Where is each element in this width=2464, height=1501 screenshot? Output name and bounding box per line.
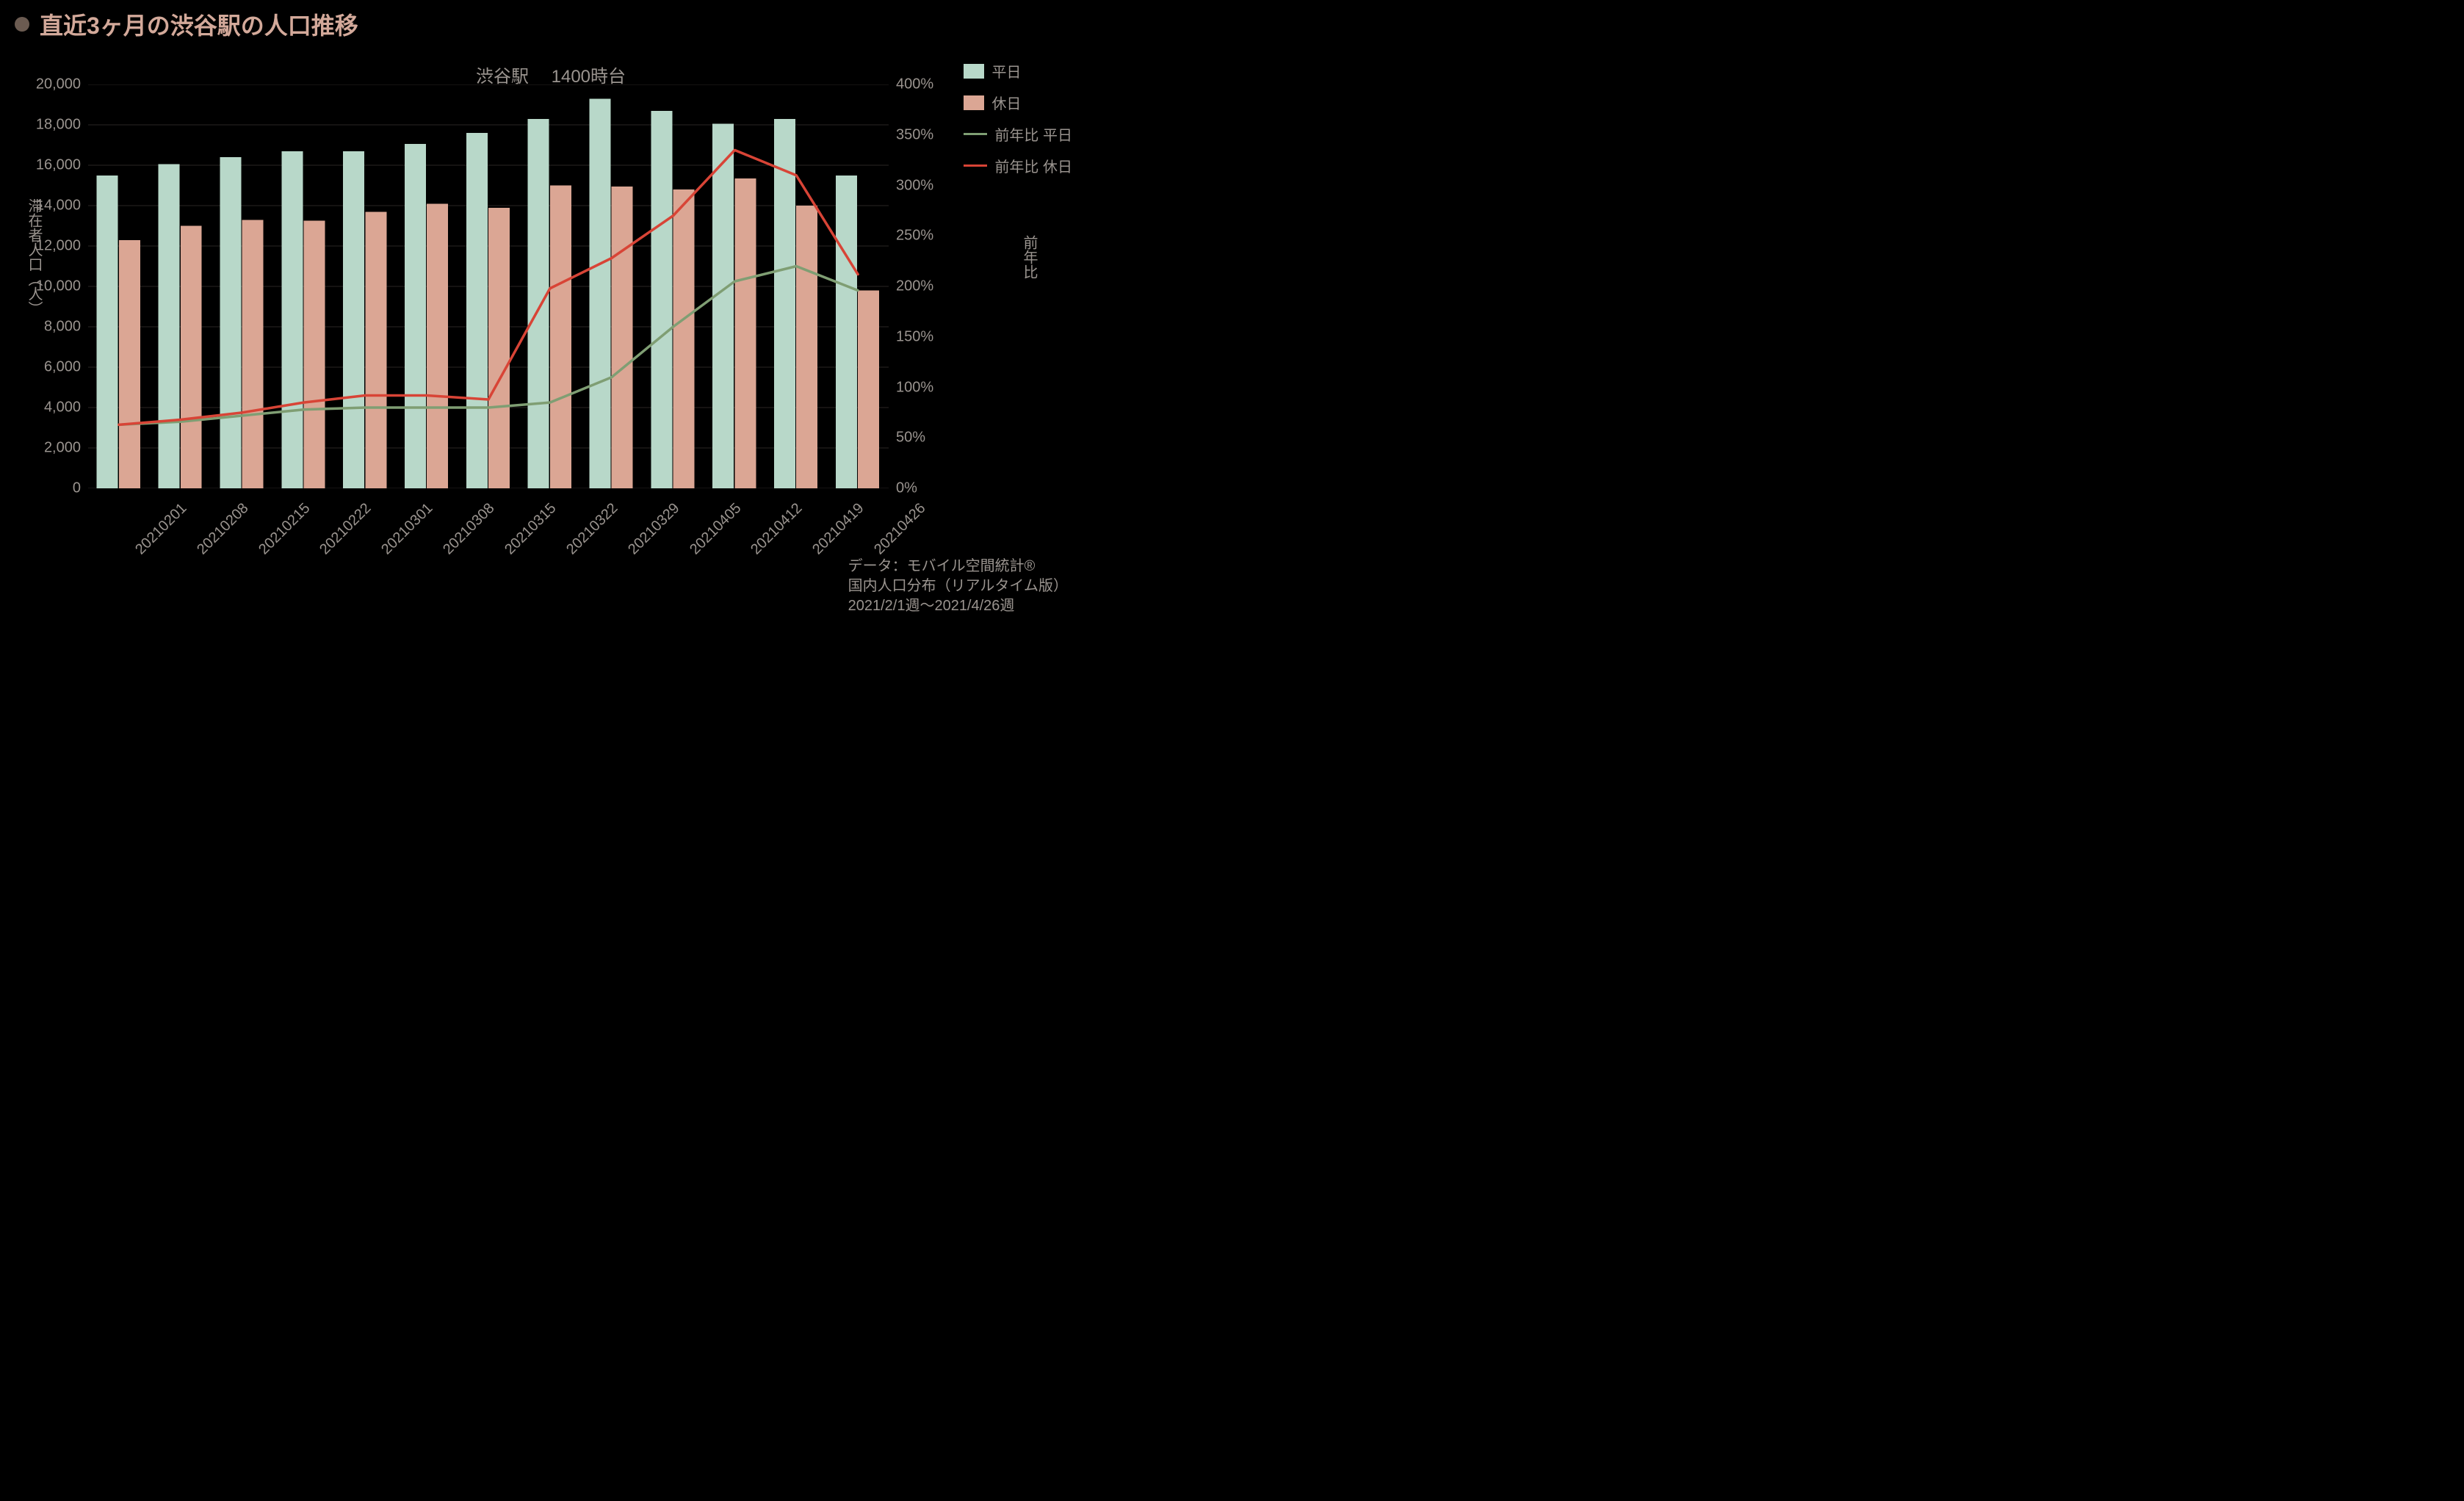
legend-item: 前年比 休日 (964, 155, 1072, 176)
y-left-tick: 16,000 (7, 157, 81, 174)
x-tick: 20210329 (625, 500, 683, 558)
y-axis-right-label: 前年比 (1019, 235, 1040, 279)
y-left-tick: 10,000 (7, 278, 81, 295)
y-axis-left-label: 滞在者人口（人） (24, 198, 45, 316)
x-tick: 20210308 (440, 500, 498, 558)
y-left-tick: 20,000 (7, 76, 81, 93)
legend-label: 前年比 休日 (994, 155, 1072, 176)
footer-line-1: データ：モバイル空間統計® (848, 557, 1068, 576)
y-right-tick: 0% (896, 480, 917, 497)
legend-line-icon (964, 164, 987, 167)
legend-label: 平日 (991, 60, 1021, 82)
y-right-tick: 150% (896, 328, 933, 345)
legend-line-icon (964, 133, 987, 135)
y-left-tick: 14,000 (7, 198, 81, 214)
x-tick: 20210426 (871, 500, 929, 558)
y-left-tick: 0 (7, 480, 81, 497)
footer-line-3: 2021/2/1週～2021/4/26週 (848, 596, 1068, 616)
x-tick: 20210412 (748, 500, 806, 558)
x-tick: 20210208 (194, 500, 252, 558)
y-right-tick: 400% (896, 76, 933, 93)
legend-item: 休日 (964, 92, 1072, 113)
chart-plot (88, 84, 889, 488)
y-right-tick: 50% (896, 430, 925, 446)
y-left-tick: 4,000 (7, 399, 81, 416)
chart-container: 直近3ヶ月の渋谷駅の人口推移 渋谷駅 1400時台 滞在者人口（人） 前年比 平… (0, 0, 1102, 626)
page-title: 直近3ヶ月の渋谷駅の人口推移 (40, 7, 358, 41)
footer-line-2: 国内人口分布（リアルタイム版） (848, 576, 1068, 596)
legend-swatch-icon (964, 64, 984, 79)
y-right-tick: 350% (896, 126, 933, 143)
legend-label: 休日 (991, 92, 1021, 113)
y-left-tick: 6,000 (7, 359, 81, 376)
y-left-tick: 18,000 (7, 117, 81, 134)
y-right-tick: 100% (896, 379, 933, 396)
chart-title: 渋谷駅 1400時台 (0, 62, 1102, 87)
x-tick: 20210222 (317, 500, 375, 558)
y-right-tick: 300% (896, 177, 933, 194)
footer-attribution: データ：モバイル空間統計® 国内人口分布（リアルタイム版） 2021/2/1週～… (848, 557, 1068, 616)
legend: 平日休日前年比 平日前年比 休日 (964, 60, 1072, 187)
y-right-tick: 200% (896, 278, 933, 295)
x-tick: 20210419 (809, 500, 867, 558)
legend-item: 前年比 平日 (964, 123, 1072, 145)
x-tick: 20210405 (687, 500, 745, 558)
legend-swatch-icon (964, 95, 984, 110)
x-tick: 20210301 (378, 500, 436, 558)
x-tick: 20210215 (256, 500, 314, 558)
page-header: 直近3ヶ月の渋谷駅の人口推移 (0, 0, 1102, 41)
y-right-tick: 250% (896, 228, 933, 245)
legend-item: 平日 (964, 60, 1072, 82)
y-left-tick: 8,000 (7, 319, 81, 336)
legend-label: 前年比 平日 (994, 123, 1072, 145)
x-tick: 20210201 (132, 500, 190, 558)
x-tick: 20210322 (563, 500, 621, 558)
x-tick: 20210315 (502, 500, 560, 558)
y-left-tick: 12,000 (7, 238, 81, 255)
title-bullet-icon (15, 17, 29, 32)
y-left-tick: 2,000 (7, 440, 81, 457)
